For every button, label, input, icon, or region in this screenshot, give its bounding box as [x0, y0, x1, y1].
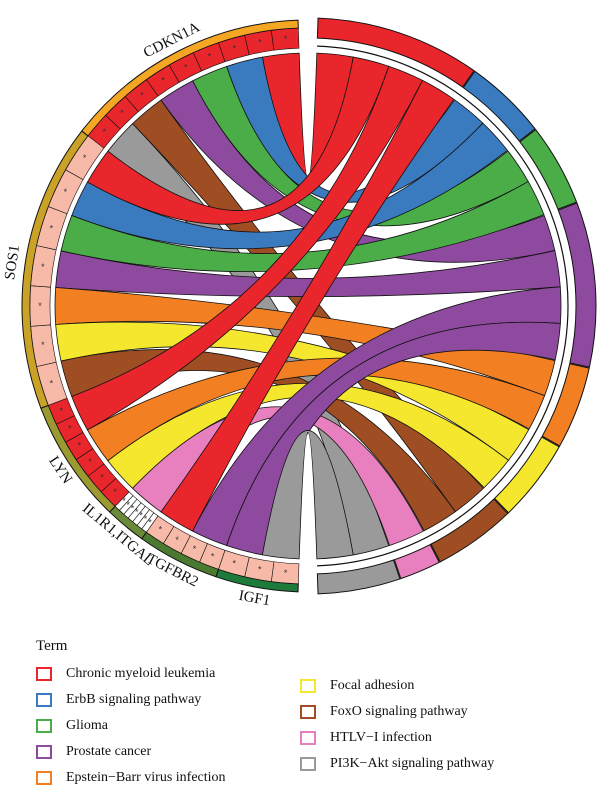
significance-star: * — [127, 500, 131, 510]
significance-star: * — [120, 108, 124, 118]
fold-change-cell — [47, 397, 75, 425]
fold-change-cell — [65, 135, 105, 181]
legend-swatch — [36, 693, 52, 707]
significance-star: * — [60, 406, 64, 416]
gene-label: IGF1 — [237, 588, 271, 609]
legend-item: Epstein−Barr virus infection — [36, 768, 226, 788]
legend-item: HTLV−I infection — [300, 728, 432, 748]
significance-star: * — [88, 457, 92, 467]
legend: Term Chronic myeloid leukemia ErbB signal… — [36, 638, 576, 798]
ribbon-igf1-pi3k-akt-signaling-pathway — [261, 430, 354, 560]
gene-arc-layer: ******** **************************** — [21, 19, 300, 593]
significance-star: * — [159, 525, 163, 535]
significance-star: * — [140, 91, 144, 101]
significance-star: * — [284, 34, 288, 44]
significance-star: * — [161, 76, 165, 86]
term-arc-glioma — [519, 128, 578, 210]
legend-item: PI3K−Akt signaling pathway — [300, 754, 494, 774]
term-arc-pi3k-akt-signaling-pathway — [316, 559, 401, 595]
legend-swatch — [300, 757, 316, 771]
legend-title: Term — [36, 638, 68, 654]
fold-change-cell — [218, 549, 250, 578]
legend-item: FoxO signaling pathway — [300, 702, 468, 722]
significance-star: * — [284, 568, 288, 578]
significance-star: * — [135, 507, 139, 517]
significance-star: * — [139, 511, 143, 521]
significance-star: * — [122, 496, 126, 506]
significance-star: * — [258, 37, 262, 47]
term-arc-foxo-signaling-pathway — [430, 498, 509, 563]
significance-star: * — [208, 52, 212, 62]
legend-label: ErbB signaling pathway — [66, 692, 202, 707]
legend-label: Prostate cancer — [66, 744, 152, 759]
legend-swatch — [36, 745, 52, 759]
term-arc-epstein-barr-virus-infection — [541, 363, 590, 447]
significance-star: * — [83, 153, 87, 163]
term-arc-prostate-cancer — [557, 202, 597, 368]
fold-change-cell — [146, 515, 175, 544]
significance-star: * — [38, 301, 42, 311]
significance-star: * — [113, 487, 117, 497]
significance-star: * — [175, 535, 179, 545]
legend-item: Chronic myeloid leukemia — [36, 664, 215, 684]
legend-label: Epstein−Barr virus infection — [66, 770, 226, 785]
legend-swatch — [36, 771, 52, 785]
term-arc-focal-adhesion — [493, 436, 560, 514]
legend-label: Glioma — [66, 718, 108, 733]
significance-star: * — [144, 514, 148, 524]
significance-star: * — [68, 424, 72, 434]
significance-star: * — [100, 473, 104, 483]
legend-label: PI3K−Akt signaling pathway — [330, 756, 495, 771]
significance-star: * — [50, 224, 54, 234]
term-arc-chronic-myeloid-leukemia — [316, 17, 475, 88]
legend-swatch — [300, 731, 316, 745]
legend-label: HTLV−I infection — [330, 730, 432, 745]
significance-star: * — [41, 262, 45, 272]
legend-swatch — [36, 719, 52, 733]
ribbon-layer — [54, 52, 562, 560]
legend-item: Prostate cancer — [36, 742, 151, 762]
legend-item: ErbB signaling pathway — [36, 690, 201, 710]
significance-star: * — [233, 559, 237, 569]
legend-item: Glioma — [36, 716, 108, 736]
term-arc-layer — [316, 17, 597, 595]
chord-diagram: ******** **************************** CDK… — [2, 17, 597, 609]
significance-star: * — [184, 63, 188, 73]
significance-star: * — [131, 504, 135, 514]
fold-change-cell — [114, 491, 134, 511]
significance-star: * — [148, 517, 152, 527]
gene-label: SOS1 — [2, 244, 23, 281]
significance-star: * — [102, 127, 106, 137]
term-arc-erbb-signaling-pathway — [462, 70, 536, 142]
significance-star: * — [78, 441, 82, 451]
legend-label: Focal adhesion — [330, 678, 415, 693]
fold-change-cell — [270, 27, 300, 51]
significance-star: * — [41, 340, 45, 350]
legend-label: Chronic myeloid leukemia — [66, 666, 216, 681]
term-arc-htlv-i-infection — [393, 543, 440, 580]
legend-swatch — [300, 679, 316, 693]
legend-swatch — [300, 705, 316, 719]
significance-star: * — [258, 565, 262, 575]
term-inner-ring — [317, 45, 569, 567]
significance-star: * — [233, 43, 237, 53]
legend-label: FoxO signaling pathway — [330, 704, 468, 719]
legend-swatch — [36, 667, 52, 681]
significance-star: * — [211, 551, 215, 561]
significance-star: * — [193, 544, 197, 554]
legend-item: Focal adhesion — [300, 676, 414, 696]
significance-star: * — [50, 378, 54, 388]
significance-star: * — [64, 187, 68, 197]
